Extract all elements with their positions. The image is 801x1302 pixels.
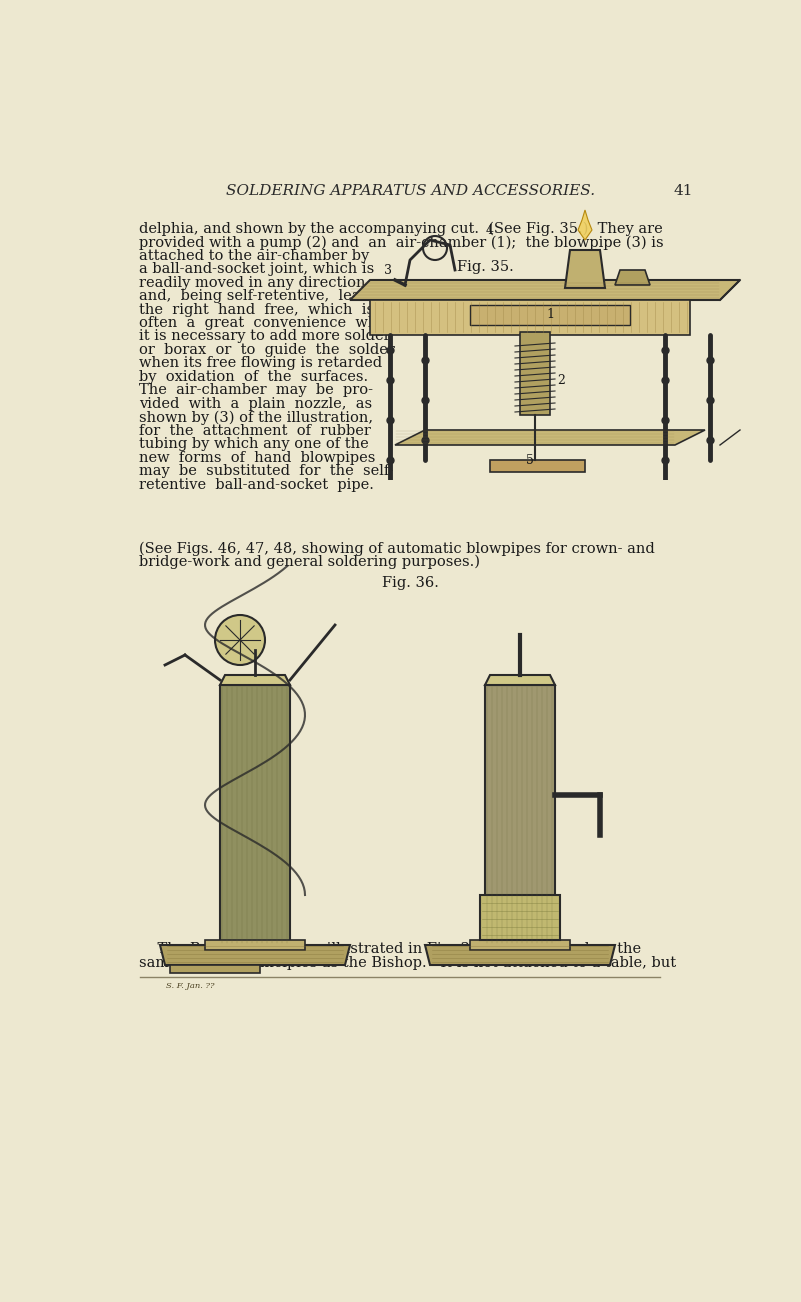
- Polygon shape: [160, 945, 350, 965]
- Circle shape: [215, 615, 265, 665]
- Polygon shape: [520, 332, 550, 415]
- Polygon shape: [205, 940, 305, 950]
- Text: by  oxidation  of  the  surfaces.: by oxidation of the surfaces.: [139, 370, 368, 384]
- Text: readily moved in any direction,: readily moved in any direction,: [139, 276, 370, 289]
- Polygon shape: [170, 965, 260, 973]
- Text: The Burgess blowpipe illustrated in Fig. 36 is constructed on the: The Burgess blowpipe illustrated in Fig.…: [139, 941, 641, 956]
- Polygon shape: [220, 674, 290, 685]
- Text: Fig. 35.: Fig. 35.: [457, 260, 513, 275]
- Text: SOLDERING APPARATUS AND ACCESSORIES.: SOLDERING APPARATUS AND ACCESSORIES.: [226, 184, 595, 198]
- Polygon shape: [615, 270, 650, 285]
- Text: 4: 4: [486, 224, 494, 237]
- Text: when its free flowing is retarded: when its free flowing is retarded: [139, 357, 382, 371]
- Text: retentive  ball-and-socket  pipe.: retentive ball-and-socket pipe.: [139, 478, 374, 492]
- Text: 2: 2: [557, 374, 565, 387]
- Text: a ball-and-socket joint, which is: a ball-and-socket joint, which is: [139, 262, 374, 276]
- Text: bridge-work and general soldering purposes.): bridge-work and general soldering purpos…: [139, 555, 480, 569]
- Polygon shape: [370, 299, 690, 335]
- Text: for  the  attachment  of  rubber: for the attachment of rubber: [139, 424, 371, 437]
- Text: provided with a pump (2) and  an  air-chamber (1);  the blowpipe (3) is: provided with a pump (2) and an air-cham…: [139, 236, 663, 250]
- Polygon shape: [470, 940, 570, 950]
- Text: 3: 3: [384, 263, 392, 276]
- Polygon shape: [480, 894, 560, 940]
- Polygon shape: [485, 674, 555, 685]
- Text: attached to the air-chamber by: attached to the air-chamber by: [139, 249, 369, 263]
- Text: 5: 5: [526, 453, 534, 466]
- Text: same general principles as the Bishop.   It is not attached to a table, but: same general principles as the Bishop. I…: [139, 956, 676, 970]
- Polygon shape: [578, 210, 592, 240]
- Polygon shape: [565, 250, 605, 288]
- Polygon shape: [470, 305, 630, 326]
- Text: 1: 1: [546, 309, 554, 322]
- Polygon shape: [350, 280, 740, 299]
- Text: Fig. 36.: Fig. 36.: [382, 575, 439, 590]
- Polygon shape: [220, 685, 290, 945]
- Text: The  air-chamber  may  be  pro-: The air-chamber may be pro-: [139, 383, 373, 397]
- Text: new  forms  of  hand  blowpipes: new forms of hand blowpipes: [139, 450, 375, 465]
- Text: or  borax  or  to  guide  the  solder: or borax or to guide the solder: [139, 342, 395, 357]
- Text: 41: 41: [674, 184, 694, 198]
- Text: often  a  great  convenience  when: often a great convenience when: [139, 316, 396, 329]
- Text: delphia, and shown by the accompanying cut.  (See Fig. 35.)  They are: delphia, and shown by the accompanying c…: [139, 221, 662, 236]
- Polygon shape: [425, 945, 615, 965]
- Polygon shape: [395, 430, 705, 445]
- Text: the  right  hand  free,  which  is: the right hand free, which is: [139, 302, 374, 316]
- Text: may  be  substituted  for  the  self-: may be substituted for the self-: [139, 465, 393, 478]
- Text: vided  with  a  plain  nozzle,  as: vided with a plain nozzle, as: [139, 397, 372, 411]
- Text: tubing by which any one of the: tubing by which any one of the: [139, 437, 368, 452]
- Text: S. F. Jan. ??: S. F. Jan. ??: [166, 982, 214, 990]
- Polygon shape: [490, 460, 585, 473]
- Text: shown by (3) of the illustration,: shown by (3) of the illustration,: [139, 410, 373, 424]
- Text: (See Figs. 46, 47, 48, showing of automatic blowpipes for crown- and: (See Figs. 46, 47, 48, showing of automa…: [139, 542, 654, 556]
- Polygon shape: [485, 685, 555, 945]
- Text: it is necessary to add more solder: it is necessary to add more solder: [139, 329, 391, 344]
- Text: and,  being self-retentive,  leaves: and, being self-retentive, leaves: [139, 289, 384, 303]
